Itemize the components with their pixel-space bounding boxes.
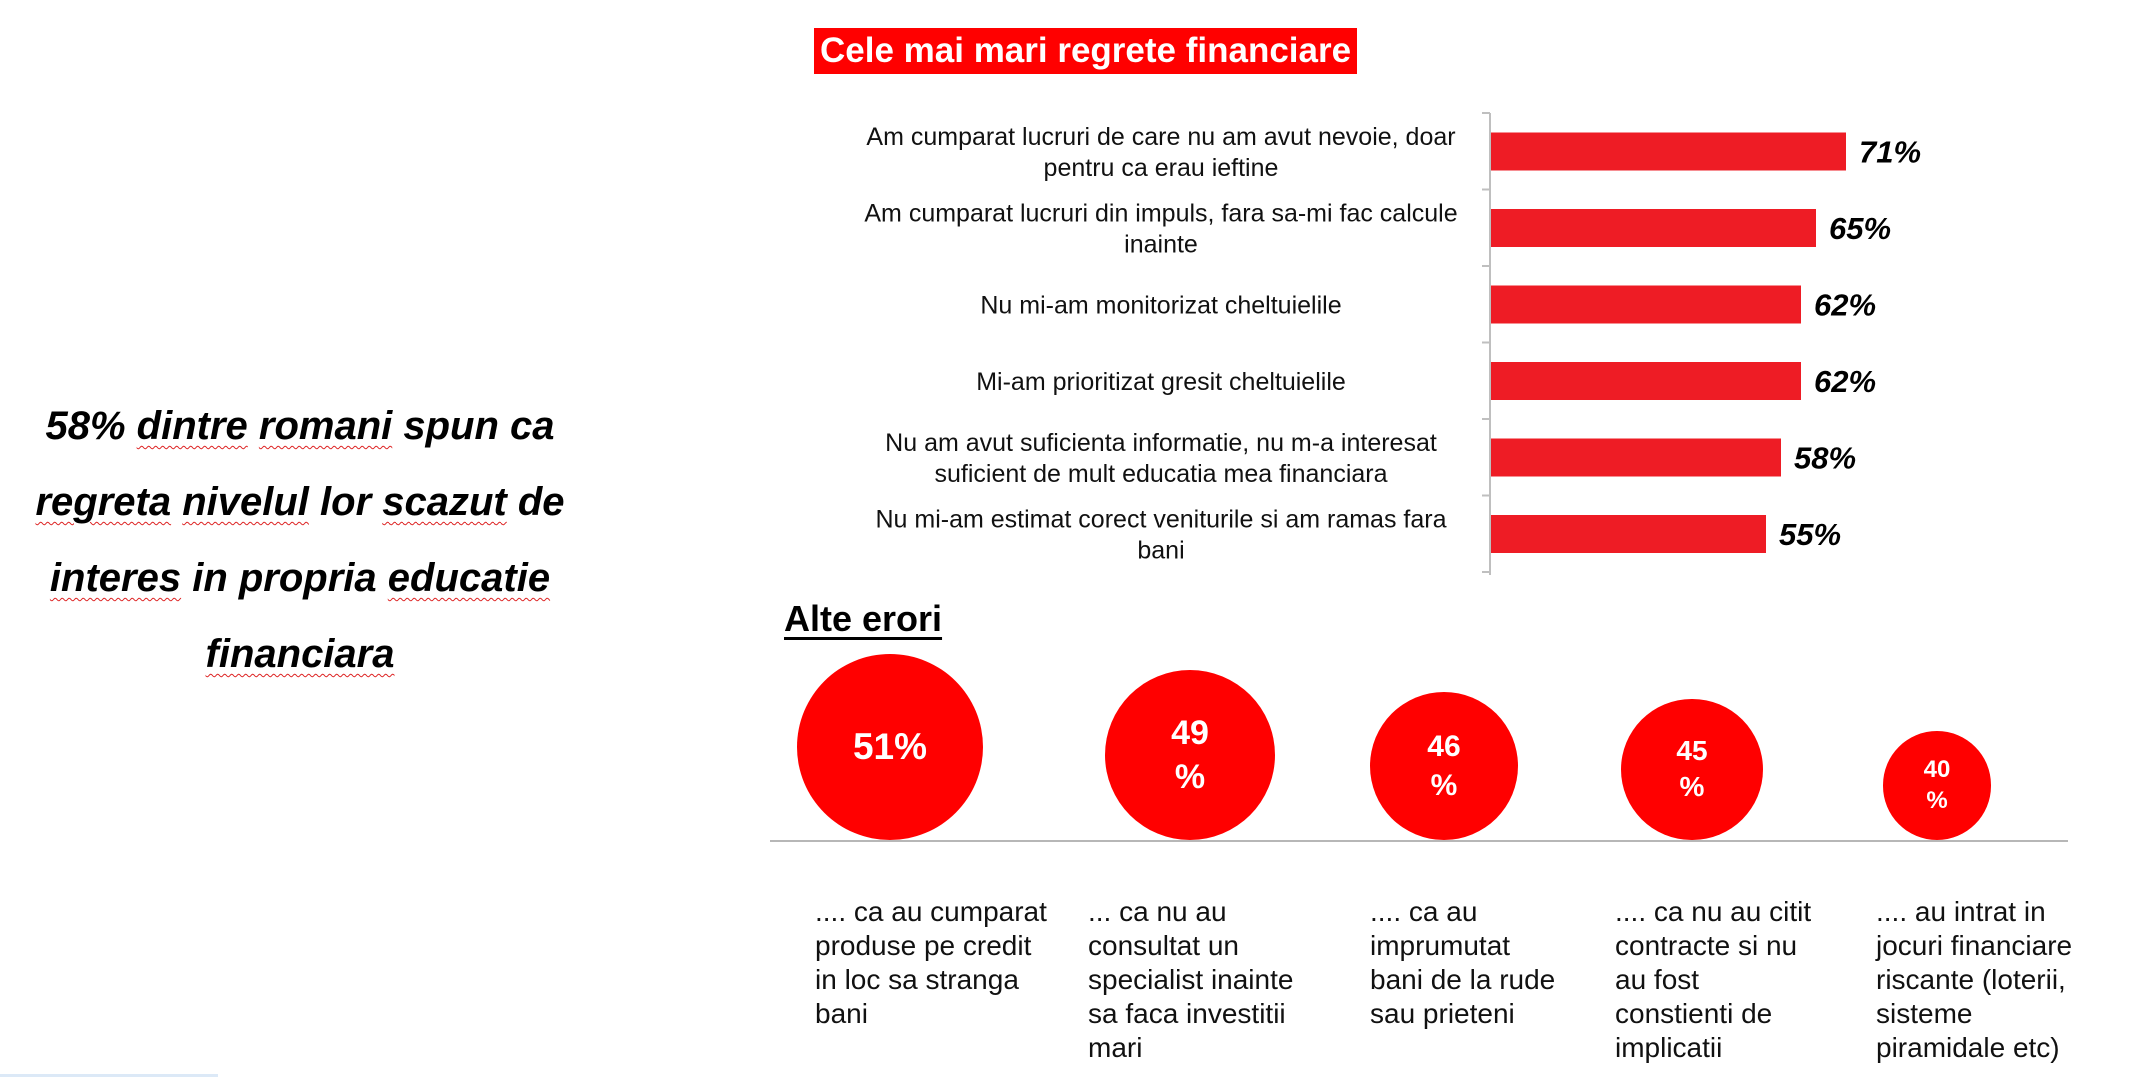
category-label: Am cumparat lucruri din impuls, fara sa-…	[864, 200, 1457, 228]
headline-word: nivelul	[182, 480, 309, 524]
bubble-caption: ... ca nu au consultat un specialist inain…	[1088, 896, 1294, 1063]
headline-word: dintre	[136, 404, 248, 448]
bar	[1491, 362, 1801, 400]
headline-line: regreta nivelul lor scazut de	[35, 480, 565, 524]
bar-value-label: 62%	[1814, 288, 1876, 323]
headline-word: romani	[258, 404, 393, 448]
bubble: 45%	[1621, 698, 1763, 840]
bar-value-label: 62%	[1814, 364, 1876, 399]
bar-value-label: 55%	[1779, 517, 1841, 552]
category-label: pentru ca erau ieftine	[1044, 154, 1279, 182]
bar	[1491, 132, 1846, 171]
bar-value-label: 65%	[1829, 211, 1891, 246]
bubble-caption: .... au intrat in jocuri financiare riscan…	[1876, 896, 2073, 1063]
bar	[1491, 285, 1801, 324]
bubble-value-label: 45%	[1676, 734, 1708, 803]
bubble-caption: .... ca au imprumutat bani de la rude sau p…	[1370, 896, 1556, 1029]
category-label: Mi-am prioritizat gresit cheltuielile	[976, 368, 1346, 396]
bubble: 40%	[1882, 731, 1992, 840]
bar-value-label: 58%	[1794, 441, 1856, 476]
bubble-value-label: 40%	[1923, 756, 1951, 815]
section-title-alte-erori: Alte erori	[784, 598, 943, 639]
headline-word: interes	[49, 556, 182, 600]
headline-word: regreta	[35, 480, 172, 524]
category-label: Nu am avut suficienta informatie, nu m-a…	[885, 429, 1437, 457]
category-label: Am cumparat lucruri de care nu am avut n…	[866, 123, 1455, 151]
headline-word: financiara	[205, 632, 395, 676]
headline-line: interes in propria educatie	[49, 556, 551, 600]
bubble-caption: .... ca au cumparat produse pe credit in l…	[815, 896, 1047, 1029]
bubble-baseline	[770, 840, 2068, 842]
bubble: 46%	[1369, 691, 1519, 840]
footer-divider	[0, 1074, 218, 1077]
headline-word: educatie	[387, 556, 551, 600]
bubble-value-label: 46%	[1427, 729, 1461, 802]
bar	[1491, 515, 1766, 553]
bubble-value-label: 49%	[1171, 713, 1209, 796]
bubble: 49%	[1104, 669, 1276, 840]
bar-value-label: 71%	[1859, 135, 1921, 170]
headline-word: scazut	[382, 480, 507, 524]
category-label: Nu mi-am monitorizat cheltuielile	[980, 292, 1341, 320]
category-label: Nu mi-am estimat corect veniturile si am…	[876, 506, 1447, 534]
category-label: inainte	[1124, 231, 1198, 259]
bar-chart: 71% Am cumparat lucruri de care nu am avu…	[864, 112, 1921, 575]
bubble: 51%	[797, 654, 983, 840]
bar	[1491, 438, 1781, 477]
category-label: suficient de mult educatia mea financiar…	[934, 460, 1387, 488]
bubble-value-label: 51%	[852, 725, 928, 767]
bar	[1491, 209, 1816, 247]
headline-line: financiara	[0, 616, 600, 692]
headline: 58% dintre romani spun ca regreta nivelul…	[0, 388, 600, 692]
chart-title: Cele mai mari regrete financiare	[814, 28, 1358, 74]
headline-line: 58% dintre romani spun ca	[45, 404, 555, 448]
category-label: bani	[1137, 537, 1184, 565]
bubble-caption: .... ca nu au citit contracte si nu au fos…	[1615, 896, 1812, 1063]
